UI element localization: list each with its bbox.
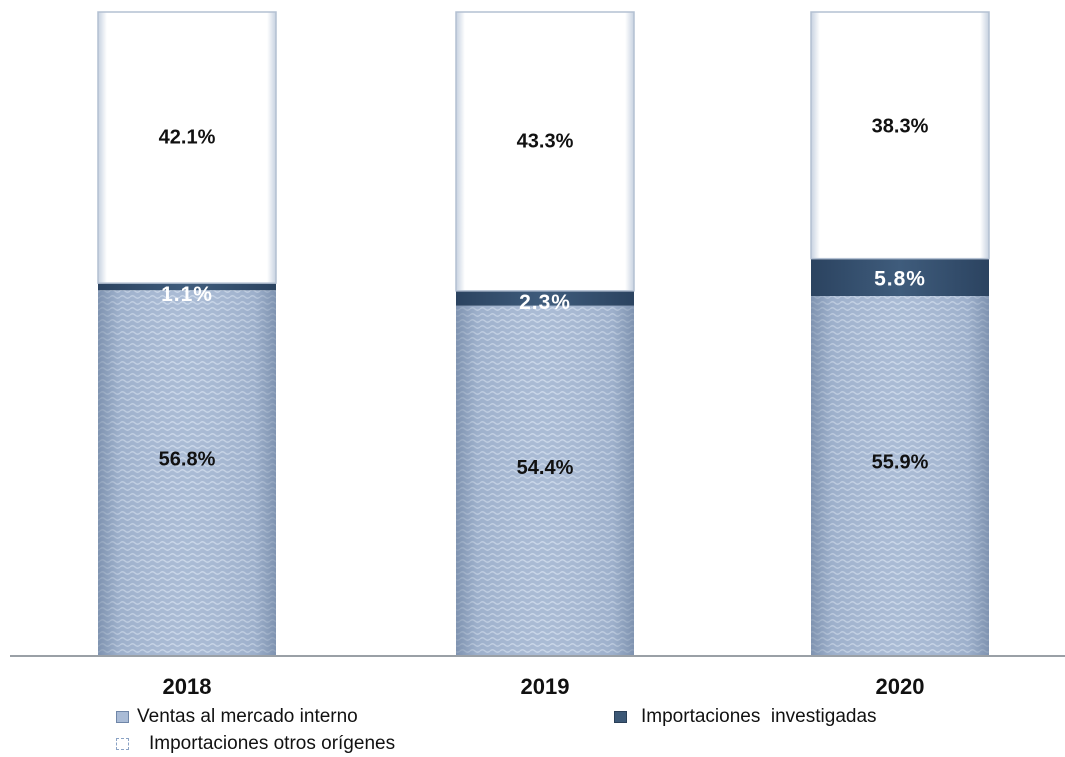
legend-item-ventas: Ventas al mercado interno — [116, 706, 358, 728]
legend-swatch-importaciones-investigadas — [614, 711, 627, 723]
bar-importaciones-investigadas-2018 — [98, 283, 276, 291]
bar-importaciones-otros-2020 — [810, 11, 990, 260]
bar-shading-2019 — [456, 305, 634, 656]
data-label-importaciones-otros-2019: 43.3% — [517, 130, 574, 152]
data-label-importaciones-investigadas-2018: 1.1% — [161, 283, 213, 306]
bar-shading-2018 — [98, 290, 276, 656]
legend-label-importaciones-investigadas: Importaciones investigadas — [641, 706, 877, 727]
bar-shading-2020 — [811, 296, 989, 656]
legend-label-ventas: Ventas al mercado interno — [137, 706, 358, 727]
data-label-importaciones-otros-2020: 38.3% — [872, 115, 929, 137]
data-label-importaciones-investigadas-2019: 2.3% — [519, 291, 571, 314]
legend-label-importaciones-otros: Importaciones otros orígenes — [149, 733, 396, 754]
x-tick-label-2020: 2020 — [876, 674, 925, 699]
x-tick-label-2019: 2019 — [521, 674, 570, 699]
bar-importaciones-investigadas-2019 — [456, 290, 634, 306]
bar-importaciones-investigadas-2020 — [811, 258, 989, 297]
legend-swatch-importaciones-otros — [116, 738, 129, 750]
bar-importaciones-otros-2019 — [455, 11, 635, 292]
bar-importaciones-otros-2018 — [97, 11, 277, 284]
data-label-importaciones-otros-2018: 42.1% — [159, 127, 216, 149]
legend-item-importaciones-investigadas: Importaciones investigadas — [614, 706, 877, 728]
data-label-ventas-2019: 54.4% — [517, 457, 574, 479]
legend-swatch-ventas — [116, 711, 129, 723]
x-tick-label-2018: 2018 — [163, 674, 212, 699]
data-label-ventas-2018: 56.8% — [159, 448, 216, 470]
data-label-ventas-2020: 55.9% — [872, 452, 929, 474]
data-label-importaciones-investigadas-2020: 5.8% — [874, 267, 926, 290]
legend-item-importaciones-otros: Importaciones otros orígenes — [116, 733, 395, 755]
